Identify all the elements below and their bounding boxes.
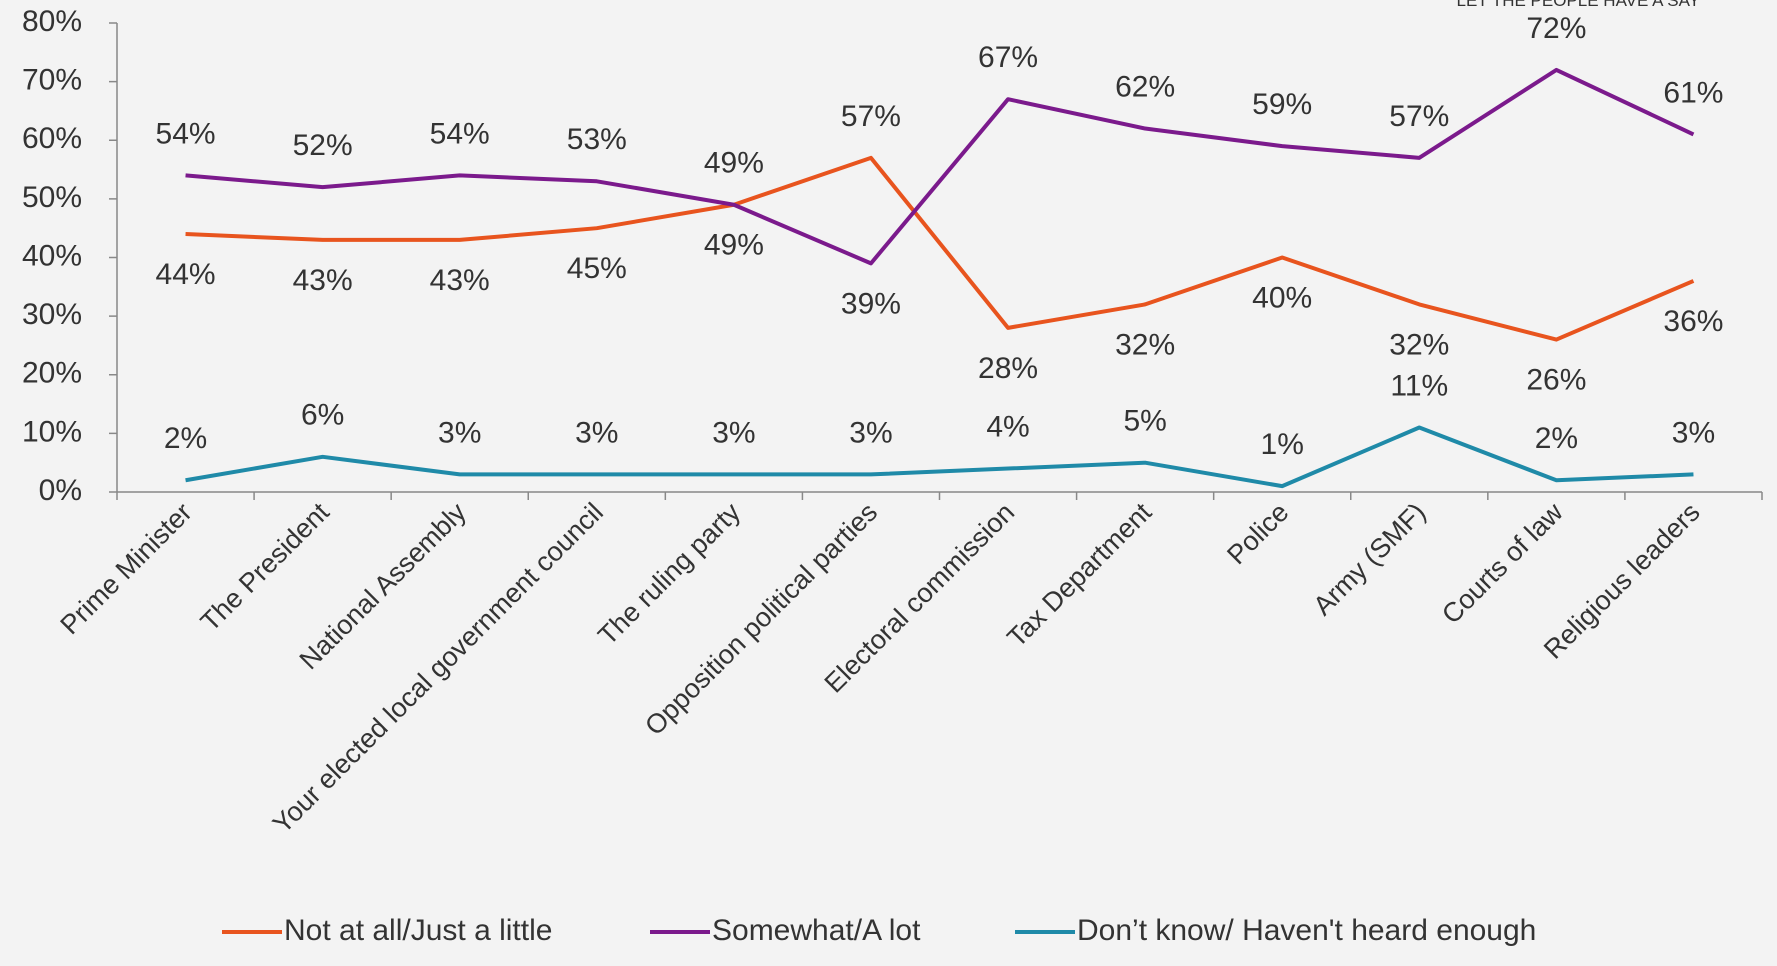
data-label: 57%	[841, 100, 901, 133]
data-label: 32%	[1115, 328, 1175, 361]
y-tick-label: 50%	[22, 181, 82, 214]
y-tick-label: 70%	[22, 64, 82, 97]
data-label: 3%	[1672, 416, 1715, 449]
x-tick-label: Prime Minister	[55, 497, 198, 640]
data-label: 1%	[1261, 428, 1304, 461]
data-label: 28%	[978, 352, 1038, 385]
data-label: 61%	[1663, 76, 1723, 109]
data-label: 39%	[841, 287, 901, 320]
data-label: 59%	[1252, 88, 1312, 121]
data-label: 49%	[704, 229, 764, 262]
data-label: 3%	[438, 416, 481, 449]
annotation: LET THE PEOPLE HAVE A SAY	[1457, 0, 1700, 10]
y-tick-label: 40%	[22, 239, 82, 272]
data-label: 43%	[293, 264, 353, 297]
data-label: 49%	[704, 147, 764, 180]
y-tick-label: 20%	[22, 357, 82, 390]
data-label: 3%	[849, 416, 892, 449]
data-label: 2%	[164, 422, 207, 455]
y-tick-label: 0%	[39, 474, 82, 507]
x-tick-label: Opposition political parties	[639, 497, 883, 741]
x-tick-label: Courts of law	[1436, 497, 1569, 630]
data-label: 36%	[1663, 305, 1723, 338]
data-label: 53%	[567, 123, 627, 156]
line-series	[185, 155, 1695, 342]
data-label: 54%	[156, 117, 216, 150]
data-label: 3%	[575, 416, 618, 449]
y-tick-label: 80%	[22, 5, 82, 38]
data-label: 6%	[301, 399, 344, 432]
x-tick-label: The ruling party	[592, 497, 746, 651]
data-label: 67%	[978, 41, 1038, 74]
y-tick-label: 60%	[22, 122, 82, 155]
data-label: 43%	[430, 264, 490, 297]
data-label: 32%	[1389, 328, 1449, 361]
data-label: 52%	[293, 129, 353, 162]
line-series	[185, 425, 1694, 489]
data-label: 5%	[1123, 405, 1166, 438]
legend-label: Not at all/Just a little	[284, 914, 552, 947]
data-label: 57%	[1389, 100, 1449, 133]
data-label: 26%	[1526, 363, 1586, 396]
data-label: 72%	[1526, 12, 1586, 45]
data-label: 62%	[1115, 70, 1175, 103]
data-label: 54%	[430, 117, 490, 150]
line-series	[185, 67, 1695, 266]
x-tick-label: Army (SMF)	[1307, 497, 1431, 621]
data-label: 44%	[156, 258, 216, 291]
data-label: 11%	[1390, 369, 1448, 402]
x-tick-label: The President	[195, 497, 335, 637]
legend-label: Somewhat/A lot	[712, 914, 921, 947]
data-label: 45%	[567, 252, 627, 285]
data-label: 2%	[1535, 422, 1578, 455]
y-tick-label: 10%	[22, 415, 82, 448]
data-label: 40%	[1252, 281, 1312, 314]
x-tick-label: Police	[1221, 497, 1294, 570]
data-label: 3%	[712, 416, 755, 449]
legend-label: Don’t know/ Haven't heard enough	[1077, 914, 1536, 947]
y-tick-label: 30%	[22, 298, 82, 331]
x-tick-label: Tax Department	[1001, 497, 1157, 653]
data-label: 4%	[986, 410, 1029, 443]
